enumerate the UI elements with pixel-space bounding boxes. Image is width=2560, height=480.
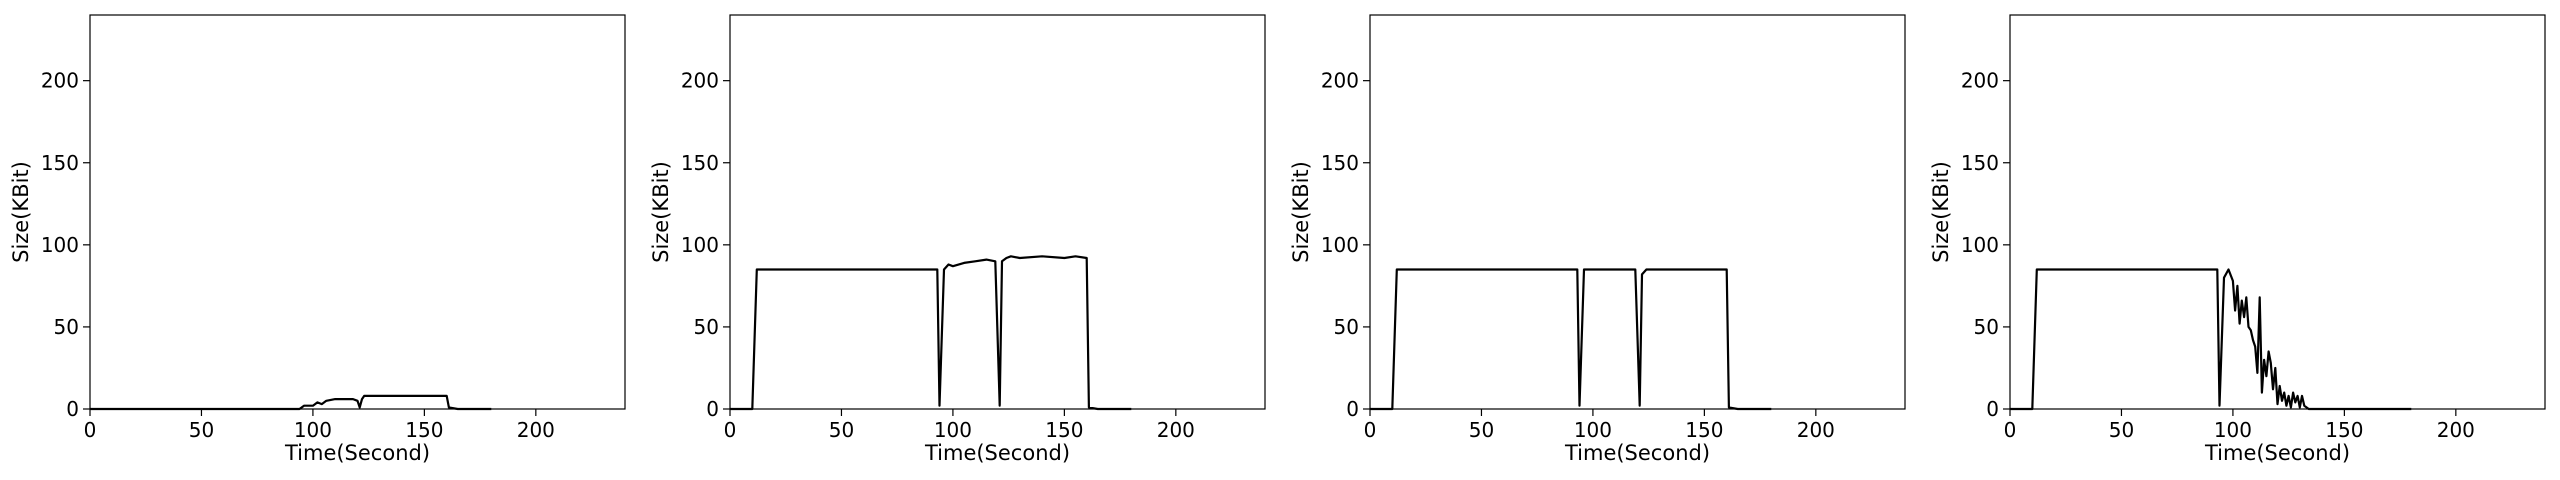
y-tick-label: 100 [681, 233, 719, 257]
x-tick-label: 0 [84, 418, 97, 442]
x-tick-label: 100 [294, 418, 332, 442]
y-tick-label: 150 [41, 151, 79, 175]
x-tick-label: 200 [1797, 418, 1835, 442]
x-tick-label: 150 [405, 418, 443, 442]
series-line [730, 255, 1132, 411]
x-axis-label: Time(Second) [2204, 441, 2350, 465]
y-tick-label: 50 [1334, 315, 1359, 339]
x-axis-label: Time(Second) [284, 441, 430, 465]
y-tick-label: 0 [1986, 397, 1999, 421]
plot-frame [89, 14, 626, 410]
x-tick-label: 100 [934, 418, 972, 442]
y-tick-label: 100 [41, 233, 79, 257]
subplot-3: 0 50 100 150 200 0 50 100 150 200 Time(Second) Size… [1289, 14, 1906, 465]
y-tick-label: 150 [1321, 151, 1359, 175]
y-tick-label: 0 [1346, 397, 1359, 421]
y-tick-label: 200 [1961, 69, 1999, 93]
x-tick-label: 200 [2437, 418, 2475, 442]
y-tick-label: 50 [694, 315, 719, 339]
y-tick-label: 0 [706, 397, 719, 421]
series-line [2010, 268, 2412, 411]
plot-frame [2009, 14, 2546, 410]
y-tick-label: 200 [1321, 69, 1359, 93]
y-tick-label: 50 [54, 315, 79, 339]
x-tick-label: 100 [2214, 418, 2252, 442]
y-axis-label: Size(KBit) [9, 161, 33, 263]
y-axis-label: Size(KBit) [1929, 161, 1953, 263]
y-tick-label: 150 [681, 151, 719, 175]
y-tick-label: 200 [41, 69, 79, 93]
x-tick-label: 0 [2004, 418, 2017, 442]
x-tick-label: 50 [2109, 418, 2134, 442]
x-tick-label: 0 [1364, 418, 1377, 442]
subplot-4: 0 50 100 150 200 0 50 100 150 200 Time(Second) Size… [1929, 14, 2546, 465]
x-tick-label: 50 [1469, 418, 1494, 442]
x-tick-label: 100 [1574, 418, 1612, 442]
y-axis-label: Size(KBit) [1289, 161, 1313, 263]
subplot-2: 0 50 100 150 200 0 50 100 150 200 Time(Second) Size… [649, 14, 1266, 465]
x-tick-label: 150 [1685, 418, 1723, 442]
y-axis-label: Size(KBit) [649, 161, 673, 263]
y-tick-label: 100 [1321, 233, 1359, 257]
x-tick-label: 150 [2325, 418, 2363, 442]
x-tick-label: 150 [1045, 418, 1083, 442]
x-tick-label: 0 [724, 418, 737, 442]
x-axis-label: Time(Second) [924, 441, 1070, 465]
y-tick-label: 150 [1961, 151, 1999, 175]
y-tick-label: 0 [66, 397, 79, 421]
y-tick-label: 50 [1974, 315, 1999, 339]
x-axis-label: Time(Second) [1564, 441, 1710, 465]
subplot-1: 0 50 100 150 200 0 50 100 150 200 Time(Second) Size… [9, 14, 626, 465]
x-tick-label: 50 [829, 418, 854, 442]
y-tick-label: 100 [1961, 233, 1999, 257]
series-line [1370, 268, 1772, 411]
x-tick-label: 200 [1157, 418, 1195, 442]
series-line [90, 394, 492, 411]
plot-frame [1369, 14, 1906, 410]
plot-frame [729, 14, 1266, 410]
x-tick-label: 50 [189, 418, 214, 442]
x-tick-label: 200 [517, 418, 555, 442]
y-tick-label: 200 [681, 69, 719, 93]
